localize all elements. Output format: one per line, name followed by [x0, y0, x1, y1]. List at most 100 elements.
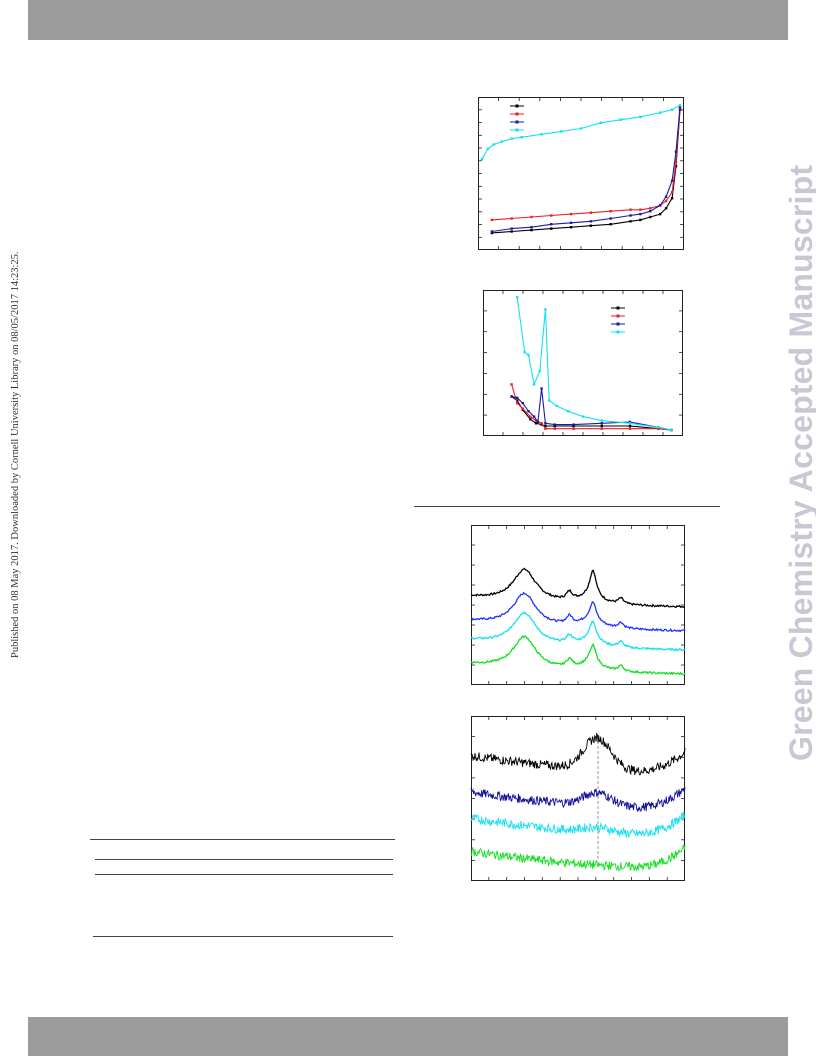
table-mid-rule: [95, 874, 393, 875]
data-point: [649, 210, 652, 213]
legend-marker-black: [616, 306, 620, 310]
data-point: [628, 424, 632, 428]
data-point: [480, 157, 484, 161]
table-header-rule: [95, 859, 393, 860]
data-point: [628, 427, 632, 430]
data-point: [670, 197, 674, 200]
series-line-red: [491, 108, 681, 221]
data-point: [516, 296, 519, 299]
data-point: [527, 353, 530, 357]
data-point: [569, 212, 573, 216]
data-point: [639, 218, 642, 222]
data-point: [553, 423, 556, 426]
data-point: [664, 199, 668, 203]
data-point: [600, 419, 603, 422]
data-point: [560, 130, 563, 133]
data-point: [530, 215, 533, 219]
data-point: [566, 410, 570, 413]
data-point: [600, 424, 603, 428]
data-point: [490, 218, 494, 222]
xrd-trace-cyan: [470, 611, 686, 652]
data-point: [628, 422, 632, 425]
data-point: [639, 208, 642, 211]
data-point: [544, 424, 547, 428]
table-top-rule: [90, 839, 395, 840]
data-point: [599, 121, 602, 124]
data-point: [532, 383, 536, 386]
data-point: [600, 422, 603, 425]
data-point: [510, 230, 513, 233]
data-point: [538, 369, 541, 373]
xrd-trace-black: [470, 567, 686, 609]
data-point: [664, 195, 668, 198]
raman-spectra-chart: [470, 716, 686, 881]
adsorption-isotherm-chart: [478, 97, 684, 250]
legend-marker-cyan: [616, 330, 620, 334]
data-point: [629, 220, 632, 223]
data-point: [628, 420, 632, 424]
data-point: [657, 427, 660, 430]
data-point: [649, 215, 652, 219]
download-stamp: Published on 08 May 2017. Downloaded by …: [10, 251, 21, 658]
footer-bar: [28, 1017, 788, 1056]
data-point: [516, 402, 519, 405]
raman-trace-black: [470, 732, 686, 776]
data-point: [657, 426, 660, 429]
data-point: [529, 418, 532, 421]
data-point: [670, 179, 674, 182]
data-point: [548, 399, 551, 402]
data-point: [670, 428, 673, 432]
data-point: [486, 147, 490, 150]
data-point: [581, 415, 585, 418]
data-point: [670, 108, 674, 111]
data-point: [536, 420, 540, 424]
data-point: [540, 387, 543, 390]
data-point: [520, 136, 523, 139]
data-point: [579, 127, 583, 130]
data-point: [550, 223, 553, 226]
data-point: [639, 115, 642, 119]
raman-trace-dark_blue: [470, 787, 686, 813]
data-point: [540, 133, 543, 136]
data-point: [674, 160, 678, 164]
data-point: [540, 422, 543, 425]
data-point: [674, 150, 678, 153]
data-point: [572, 424, 575, 428]
xrd-trace-bright_blue: [470, 591, 686, 633]
data-point: [510, 383, 513, 386]
data-point: [555, 404, 558, 408]
data-point: [678, 105, 682, 108]
data-point: [490, 230, 494, 233]
legend-marker-blue: [616, 322, 620, 326]
data-point: [521, 407, 524, 410]
data-point: [534, 422, 538, 425]
data-point: [510, 217, 513, 220]
table-bottom-rule: [93, 936, 393, 937]
data-point: [639, 212, 642, 216]
plot-frame: [483, 290, 683, 436]
data-point: [609, 217, 612, 220]
data-point: [532, 415, 536, 418]
data-point: [550, 227, 553, 230]
data-point: [670, 191, 674, 194]
xrd-trace-green: [470, 635, 686, 676]
legend-marker-black: [515, 104, 519, 108]
data-point: [490, 231, 494, 235]
data-point: [649, 207, 652, 210]
series-line-cyan: [481, 104, 681, 160]
header-bar: [28, 0, 788, 40]
data-point: [527, 410, 530, 413]
data-point: [609, 223, 612, 226]
data-point: [544, 422, 547, 425]
series-line-black: [491, 109, 681, 234]
data-point: [600, 427, 603, 430]
data-point: [659, 204, 662, 207]
data-point: [589, 220, 593, 223]
data-point: [550, 214, 553, 217]
data-point: [516, 399, 519, 402]
legend-marker-blue: [515, 120, 519, 124]
data-point: [544, 308, 547, 311]
raman-trace-green: [470, 844, 686, 873]
xrd-patterns-chart: [470, 525, 686, 685]
data-point: [629, 208, 632, 211]
